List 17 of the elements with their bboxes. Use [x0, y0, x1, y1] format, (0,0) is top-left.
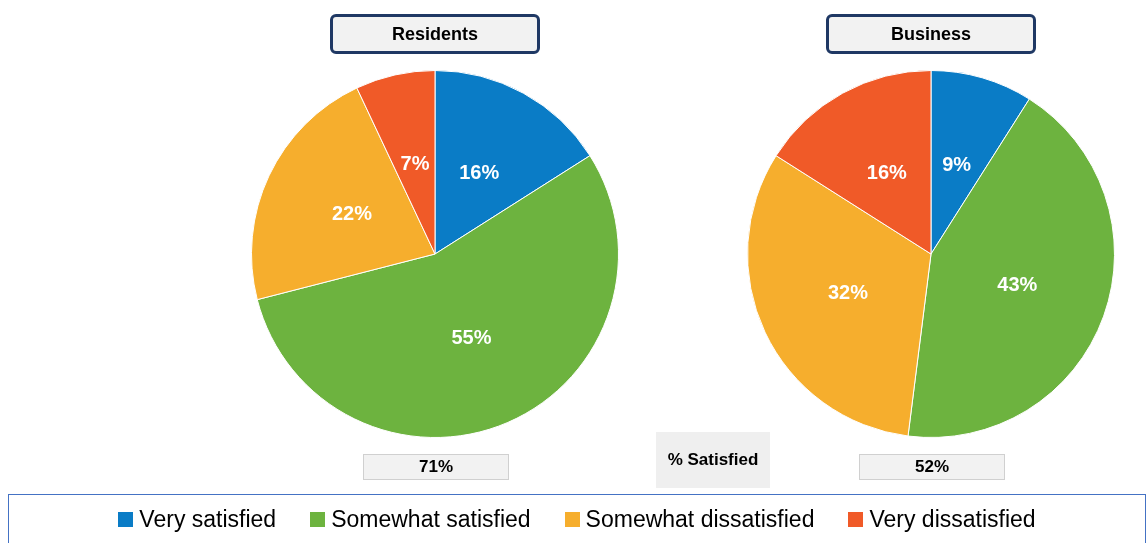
text: 71%: [363, 454, 509, 480]
legend-label: Somewhat dissatisfied: [585, 505, 815, 533]
chart-title: Business: [826, 14, 1036, 54]
legend-label: Very dissatisfied: [869, 505, 1036, 533]
data-label: 32%: [827, 280, 869, 303]
text: 52%: [859, 454, 1005, 480]
data-label: 16%: [459, 161, 500, 184]
data-label: 55%: [451, 325, 492, 348]
chart-title: Residents: [330, 14, 540, 54]
legend-label: Somewhat satisfied: [331, 505, 531, 533]
legend-label: Very satisfied: [139, 505, 277, 533]
text: % Satisfied: [656, 432, 770, 488]
data-label: 43%: [997, 272, 1038, 295]
data-label: 22%: [331, 202, 373, 225]
data-label: 7%: [400, 151, 430, 174]
data-label: 16%: [866, 161, 908, 184]
data-label: 9%: [942, 153, 972, 176]
